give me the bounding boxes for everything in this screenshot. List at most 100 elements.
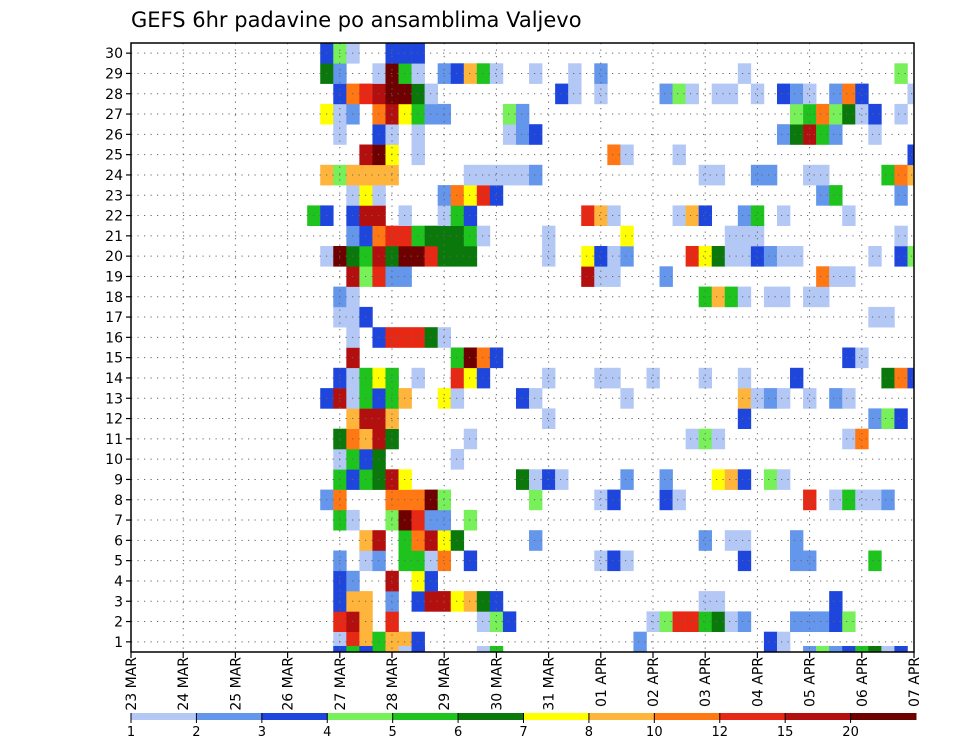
- heatmap-cell: [894, 103, 908, 125]
- y-tick-label: 17: [105, 310, 123, 326]
- y-tick-label: 26: [105, 127, 123, 143]
- heatmap-cell: [881, 367, 895, 389]
- heatmap-cell: [776, 469, 791, 490]
- heatmap-cell: [737, 205, 752, 226]
- heatmap-cell: [607, 144, 621, 166]
- heatmap-cell: [763, 631, 778, 653]
- heatmap-cell: [555, 469, 569, 490]
- heatmap-cell: [424, 225, 438, 247]
- y-tick-label: 8: [114, 493, 123, 509]
- heatmap-cell: [437, 246, 452, 267]
- heatmap-cell: [581, 266, 595, 287]
- heatmap-cell: [829, 611, 843, 632]
- heatmap-cell: [842, 347, 856, 369]
- heatmap-cell: [737, 367, 752, 389]
- heatmap-cell: [398, 646, 412, 652]
- heatmap-cell: [463, 185, 478, 206]
- heatmap-cell: [437, 103, 452, 125]
- y-tick-label: 7: [114, 513, 123, 529]
- heatmap-cell: [842, 611, 856, 632]
- heatmap-cell: [790, 83, 804, 105]
- heatmap-cell: [476, 63, 491, 84]
- colorbar-label: 3: [258, 725, 266, 740]
- heatmap-cell: [829, 103, 843, 125]
- heatmap-cell: [411, 489, 425, 511]
- heatmap-cell: [646, 367, 660, 389]
- heatmap-cell: [424, 509, 438, 531]
- heatmap-cell: [803, 103, 817, 125]
- heatmap-cell: [411, 43, 425, 64]
- heatmap-cell: [437, 591, 452, 612]
- heatmap-cell: [711, 591, 726, 612]
- heatmap-cell: [894, 63, 908, 84]
- heatmap-cell: [411, 144, 425, 166]
- heatmap-cell: [790, 367, 804, 389]
- y-tick-label: 29: [105, 66, 123, 82]
- heatmap-cell: [476, 347, 491, 369]
- colorbar: 1 2 3 4 5 6 7 8 10 12 15 20: [127, 713, 917, 740]
- heatmap-cell: [424, 83, 438, 105]
- heatmap-cell: [476, 164, 491, 186]
- x-tick-label: 30 MAR: [489, 657, 505, 711]
- heatmap-cell: [502, 164, 517, 186]
- heatmap-cell: [424, 246, 438, 267]
- heatmap-cell: [581, 205, 595, 226]
- heatmap-cell: [463, 509, 478, 531]
- y-tick-label: 18: [105, 290, 123, 306]
- heatmap-cell: [437, 509, 452, 531]
- heatmap-cell: [594, 367, 608, 389]
- y-tick-label: 5: [114, 554, 123, 570]
- heatmap-cell: [842, 83, 856, 105]
- x-tick-label: 07 APR: [907, 657, 923, 707]
- heatmap-cell: [476, 611, 491, 632]
- y-tick-label: 23: [105, 188, 123, 204]
- x-tick-label: 23 MAR: [124, 657, 140, 711]
- heatmap-cell: [411, 570, 425, 592]
- heatmap-cell: [724, 246, 739, 267]
- heatmap-cell: [829, 266, 843, 287]
- heatmap-cell: [411, 103, 425, 125]
- heatmap-cell: [411, 225, 425, 247]
- heatmap-cell: [698, 164, 713, 186]
- heatmap-cell: [607, 266, 621, 287]
- heatmap-cell: [816, 124, 830, 145]
- heatmap-cell: [620, 388, 634, 409]
- heatmap-cell: [515, 124, 530, 145]
- heatmap-cell: [685, 428, 699, 450]
- heatmap-cell: [737, 286, 752, 308]
- colorbar-swatch: [261, 713, 328, 720]
- heatmap-cell: [868, 408, 882, 429]
- heatmap-cell: [737, 63, 752, 84]
- heatmap-cell: [868, 306, 882, 328]
- heatmap-cell: [868, 489, 882, 511]
- heatmap-cell: [829, 489, 843, 511]
- heatmap-cell: [750, 225, 765, 247]
- heatmap-cell: [555, 83, 569, 105]
- heatmap-cell: [763, 286, 778, 308]
- heatmap-cell: [894, 246, 908, 267]
- heatmap-cell: [594, 205, 608, 226]
- heatmap-cell: [502, 611, 517, 632]
- heatmap-cell: [489, 63, 504, 84]
- heatmap-cell: [463, 428, 478, 450]
- heatmap-cell: [515, 388, 530, 409]
- heatmap-cell: [463, 164, 478, 186]
- heatmap-cell: [437, 388, 452, 409]
- heatmap-cell: [750, 246, 765, 267]
- heatmap-cell: [750, 388, 765, 409]
- colorbar-label: 15: [777, 725, 794, 740]
- heatmap-cell: [894, 408, 908, 429]
- colorbar-swatch: [523, 713, 590, 720]
- heatmap-cell: [868, 103, 882, 125]
- heatmap-cell: [620, 144, 634, 166]
- heatmap-cell: [737, 408, 752, 429]
- y-tick-label: 13: [105, 391, 123, 407]
- heatmap-cell: [698, 367, 713, 389]
- heatmap-cell: [776, 286, 791, 308]
- heatmap-cell: [450, 225, 465, 247]
- heatmap-cell: [424, 591, 438, 612]
- colorbar-swatch: [196, 713, 263, 720]
- heatmap-cell: [515, 469, 530, 490]
- heatmap-cell: [816, 185, 830, 206]
